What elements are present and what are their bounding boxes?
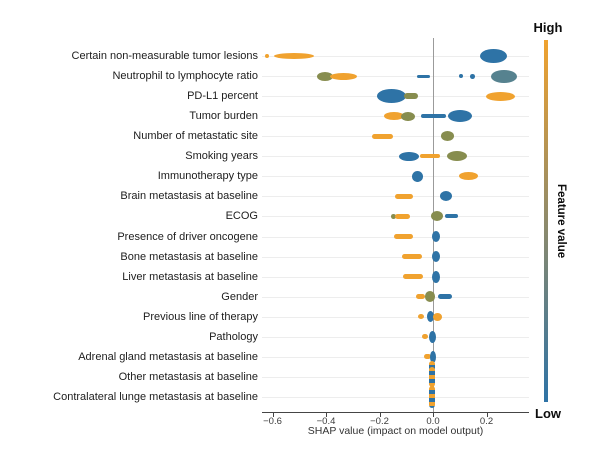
x-axis-title: SHAP value (impact on model output) (307, 425, 484, 437)
gridline (262, 356, 529, 358)
feature-label: Brain metastasis at baseline (120, 190, 258, 203)
gridline (262, 176, 529, 178)
shap-cluster-mixed (429, 366, 435, 387)
shap-cluster-orange (371, 133, 393, 139)
shap-cluster-orange (485, 91, 516, 101)
gridline (262, 396, 529, 398)
shap-cluster-olive (404, 93, 418, 100)
feature-label: Neutrophil to lymphocyte ratio (112, 70, 258, 82)
gridline (262, 156, 529, 158)
gridline (262, 276, 529, 278)
shap-cluster-orange (415, 294, 425, 300)
shap-cluster-orange (394, 234, 413, 239)
feature-label: Pathology (209, 330, 258, 343)
x-tick-label: 0.0 (426, 416, 440, 427)
shap-cluster-mixed (429, 385, 435, 408)
gridline (262, 256, 529, 258)
shap-cluster-orange (423, 354, 431, 360)
shap-cluster-blue (426, 311, 434, 323)
x-axis-line (262, 412, 529, 413)
feature-label: Bone metastasis at baseline (120, 250, 258, 263)
x-tick-mark (486, 413, 488, 417)
x-tick-mark (272, 413, 274, 417)
x-tick-label: −0.4 (316, 416, 336, 427)
gridline (262, 316, 529, 318)
gridline (262, 76, 529, 77)
shap-cluster-blue (421, 114, 447, 118)
shap-cluster-blue (479, 49, 507, 63)
feature-label: Certain non-measurable tumor lesions (71, 50, 258, 62)
shap-cluster-blue (459, 74, 464, 78)
x-tick-mark (379, 413, 381, 417)
colorbar-low-label: Low (535, 406, 561, 421)
shap-cluster-teal (491, 69, 517, 83)
shap-cluster-blue (437, 294, 453, 300)
shap-cluster-mixed (429, 360, 435, 371)
shap-cluster-orange (432, 312, 442, 321)
colorbar-title: Feature value (555, 184, 567, 259)
x-tick-label: 0.2 (479, 416, 494, 427)
shap-cluster-blue (428, 330, 436, 343)
shap-cluster-blue (432, 251, 441, 262)
shap-cluster-orange (418, 314, 424, 320)
shap-cluster-blue (376, 89, 407, 104)
feature-label: Immunotherapy type (157, 170, 258, 183)
x-tick-label: −0.6 (263, 416, 282, 427)
gridline (262, 376, 529, 378)
x-tick-label: −0.2 (370, 416, 389, 427)
shap-cluster-orange (394, 193, 413, 199)
gridline (262, 336, 529, 338)
shap-cluster-orange (420, 154, 441, 159)
shap-cluster-olive (431, 211, 443, 222)
shap-cluster-orange (265, 54, 270, 58)
shap-cluster-olive (447, 151, 468, 162)
feature-label: Liver metastasis at baseline (122, 270, 258, 283)
gridline (262, 136, 529, 138)
shap-cluster-orange (402, 274, 423, 280)
shap-cluster-orange (330, 72, 357, 80)
shap-cluster-orange (273, 53, 314, 59)
feature-label: Other metastasis at baseline (118, 370, 258, 383)
gridline (262, 56, 529, 57)
shap-cluster-olive (316, 71, 333, 81)
feature-label: Presence of driver oncogene (117, 230, 258, 243)
x-tick-mark (326, 413, 327, 417)
feature-label: Number of metastatic site (133, 130, 258, 143)
feature-label: Contralateral lunge metastasis at baseli… (53, 390, 258, 403)
feature-label: Previous line of therapy (143, 310, 258, 323)
shap-cluster-orange (394, 213, 410, 219)
feature-label: Smoking years (185, 150, 258, 163)
shap-cluster-olive (401, 111, 415, 121)
shap-cluster-blue (430, 350, 436, 363)
feature-label: Gender (221, 290, 258, 303)
shap-cluster-blue (445, 214, 459, 219)
shap-cluster-orange (422, 334, 428, 340)
colorbar-high-label: High (533, 20, 563, 35)
shap-cluster-olive (440, 131, 454, 142)
shap-cluster-orange (401, 254, 422, 259)
shap-cluster-blue (412, 170, 424, 182)
feature-label: ECOG (225, 210, 258, 223)
shap-cluster-orange (458, 172, 478, 181)
shap-cluster-blue (439, 191, 452, 202)
shap-cluster-olive (424, 291, 436, 303)
gridline (262, 296, 529, 298)
x-tick-mark (433, 413, 434, 417)
shap-cluster-blue (431, 270, 440, 283)
shap-cluster-blue (416, 74, 431, 78)
feature-label: Tumor burden (189, 110, 258, 123)
shap-cluster-orange (384, 112, 405, 121)
shap-cluster-blue (469, 73, 475, 79)
feature-label: PD-L1 percent (187, 90, 258, 103)
shap-cluster-blue (398, 151, 419, 161)
shap-cluster-blue (432, 231, 441, 242)
feature-label: Adrenal gland metastasis at baseline (78, 350, 258, 363)
zero-reference-line (433, 38, 434, 412)
shap-cluster-blue (447, 110, 472, 123)
shap-cluster-olive (390, 213, 397, 219)
feature-value-colorbar (544, 40, 548, 402)
